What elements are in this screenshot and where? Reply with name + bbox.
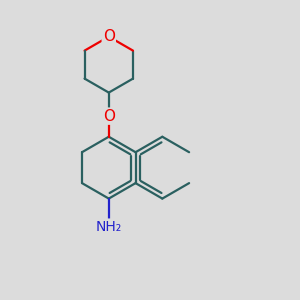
Text: NH₂: NH₂: [96, 220, 122, 234]
Text: O: O: [103, 29, 115, 44]
Text: O: O: [103, 109, 115, 124]
